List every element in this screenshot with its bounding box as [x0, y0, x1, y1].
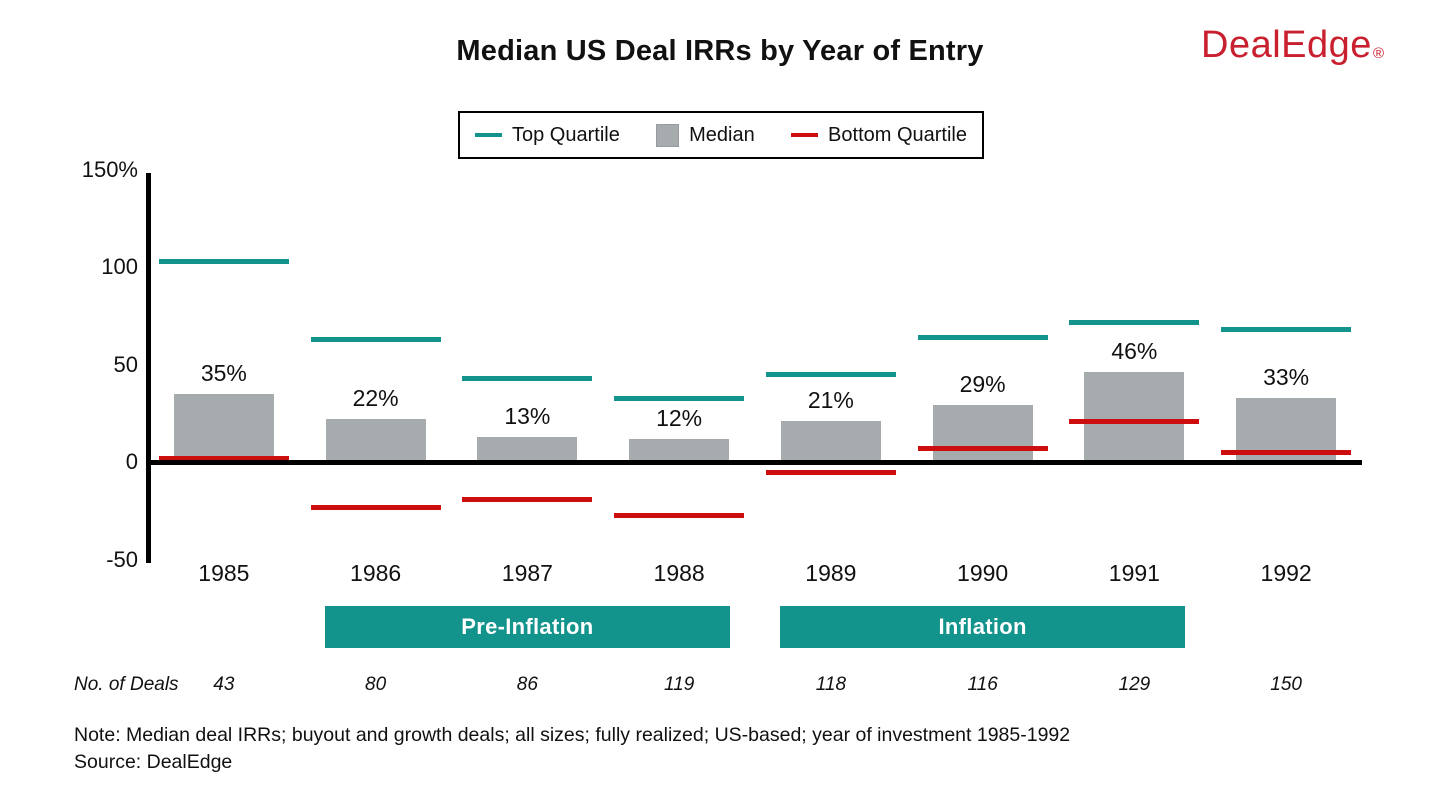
median-bar-swatch-icon — [656, 123, 680, 147]
top-quartile-dash — [310, 337, 441, 343]
note-line: Note: Median deal IRRs; buyout and growt… — [74, 724, 1071, 746]
median-bar — [477, 436, 578, 462]
era-band-inflation: Inflation — [779, 606, 1186, 648]
median-value-label: 46% — [1111, 338, 1158, 365]
bottom-quartile-dash — [462, 497, 593, 503]
x-axis-year-label: 1986 — [350, 560, 402, 586]
x-axis-year-label: 1987 — [501, 560, 553, 586]
top-quartile-dash — [158, 259, 289, 265]
x-axis-year-label: 1991 — [1108, 560, 1160, 586]
median-value-label: 22% — [352, 385, 399, 412]
x-axis-year-label: 1992 — [1260, 560, 1312, 586]
median-value-label: 21% — [807, 387, 854, 414]
legend-label: Median — [689, 123, 755, 146]
deals-count: 86 — [516, 674, 538, 695]
x-axis-year-label: 1985 — [198, 560, 250, 586]
deals-count: 129 — [1118, 674, 1151, 695]
legend-item-median: Median — [656, 123, 755, 147]
x-axis-year-label: 1989 — [805, 560, 857, 586]
y-axis-tick-label: 50 — [113, 351, 138, 377]
era-band-pre-inflation: Pre-Inflation — [324, 606, 731, 648]
y-axis-tick-label: 150% — [81, 156, 138, 182]
median-value-label: 29% — [959, 371, 1006, 398]
footnote: Note: Median deal IRRs; buyout and growt… — [74, 722, 1070, 776]
page-title: Median US Deal IRRs by Year of Entry — [456, 35, 984, 67]
median-value-label: 13% — [504, 402, 551, 429]
deals-count: 118 — [815, 674, 847, 695]
source-line: Source: DealEdge — [74, 751, 233, 773]
top-quartile-dash — [462, 376, 593, 382]
legend-label: Top Quartile — [512, 123, 620, 146]
bottom-quartile-dash — [1221, 450, 1352, 456]
registered-trademark-icon: ® — [1372, 45, 1384, 62]
median-bar — [173, 393, 274, 462]
deals-count: 80 — [365, 674, 387, 695]
bottom-quartile-dash — [765, 469, 896, 475]
bottom-quartile-dash — [917, 446, 1048, 452]
median-value-label: 33% — [1263, 363, 1310, 390]
x-axis-year-label: 1988 — [653, 560, 705, 586]
top-quartile-dash — [1221, 327, 1352, 333]
median-bar — [932, 405, 1033, 462]
top-quartile-dash — [917, 335, 1048, 341]
median-bar — [629, 438, 730, 462]
y-axis-tick-label: 100 — [101, 254, 138, 279]
legend-item-bottom-quartile: Bottom Quartile — [791, 124, 967, 147]
bottom-quartile-dash — [614, 512, 745, 518]
median-value-label: 12% — [656, 404, 703, 431]
x-axis-year-label: 1990 — [957, 560, 1009, 586]
chart-legend: Top Quartile Median Bottom Quartile — [458, 111, 984, 159]
median-value-label: 35% — [200, 359, 247, 386]
legend-label: Bottom Quartile — [828, 123, 967, 146]
logo-wordmark: DealEdge — [1201, 24, 1372, 66]
y-axis-tick-label: -50 — [106, 546, 138, 572]
bottom-quartile-dash — [158, 456, 289, 462]
zero-baseline — [146, 459, 1362, 465]
median-bar — [1084, 372, 1185, 462]
deals-row-label: No. of Deals — [74, 674, 179, 695]
legend-item-top-quartile: Top Quartile — [475, 124, 620, 147]
top-quartile-dash — [1069, 319, 1200, 325]
deals-count: 119 — [663, 674, 695, 695]
y-axis-tick-label: 0 — [125, 449, 138, 474]
top-quartile-dash — [765, 372, 896, 378]
dealedge-logo: DealEdge ® — [1201, 24, 1384, 67]
deals-count: 43 — [213, 674, 235, 695]
median-bar — [325, 419, 426, 462]
median-bar — [780, 421, 881, 462]
bottom-quartile-line-swatch-icon — [791, 133, 819, 137]
top-quartile-dash — [614, 395, 745, 401]
bottom-quartile-dash — [310, 504, 441, 510]
bottom-quartile-dash — [1069, 419, 1200, 425]
top-quartile-line-swatch-icon — [475, 133, 502, 137]
deals-count: 150 — [1270, 674, 1302, 695]
y-axis-line — [146, 173, 151, 563]
deals-count: 116 — [967, 674, 998, 695]
